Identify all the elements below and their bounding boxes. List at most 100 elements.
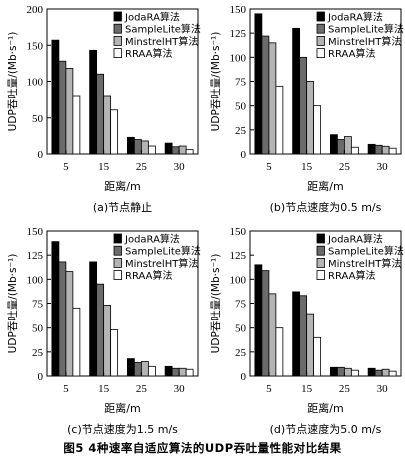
bar-samplelite-5 [58,261,67,377]
y-tick-label: 125 [230,28,247,40]
bar-samplelite-15 [299,295,308,377]
legend-label: JodaRA算法 [124,233,180,246]
y-tick-label: 100 [230,274,247,286]
legend-swatch [316,23,325,34]
bar-samplelite-5 [261,35,270,155]
bar-samplelite-25 [336,139,345,155]
bar-joda-5 [51,39,60,155]
bar-minstrel-30 [178,367,187,377]
y-tick-label: 75 [235,299,247,311]
bar-rraa-30 [388,147,397,155]
y-tick-label: 100 [230,52,247,64]
legend-label: MinstrelHT算法 [125,257,198,270]
y-tick-label: 50 [235,323,247,335]
bar-minstrel-30 [178,145,187,155]
legend-label: SampleLite算法 [328,245,404,258]
x-tick-label: 30 [174,383,186,395]
bar-joda-5 [254,264,263,377]
x-axis-label: 距离/m [307,401,343,415]
bar-minstrel-30 [381,368,390,377]
bar-minstrel-15 [306,313,315,377]
legend-label: SampleLite算法 [125,245,201,258]
legend-label: MinstrelHT算法 [328,257,401,270]
legend-swatch [316,245,325,256]
bar-joda-25 [126,358,135,377]
bar-rraa-30 [185,368,194,377]
bar-rraa-30 [388,370,397,377]
y-tick-label: 125 [27,250,44,262]
panel-caption: (d)节点速度为5.0 m/s [270,422,382,436]
legend-swatch [113,270,122,280]
legend-swatch [316,233,325,244]
bar-joda-30 [164,365,173,377]
bar-joda-30 [164,142,173,155]
bar-joda-25 [126,136,135,155]
bar-joda-15 [292,27,301,155]
panel-caption: (c)节点速度为1.5 m/s [67,422,178,436]
y-tick-label: 50 [235,101,247,113]
legend-swatch [316,258,325,268]
bar-joda-25 [329,134,338,155]
y-tick-label: 0 [38,371,44,383]
chart-panel-1: 0 25 50 75 100 125 150 UDP吞吐量/(Mb·s⁻¹) 5 15 25 30 Jo… [210,4,404,214]
x-tick-label: 5 [266,161,272,173]
x-tick-label: 30 [174,161,186,173]
bar-minstrel-25 [140,361,149,377]
y-axis-label: UDP吞吐量/(Mb·s⁻¹) [7,254,19,354]
x-tick-label: 25 [136,161,148,173]
x-tick-label: 5 [266,383,272,395]
bar-rraa-25 [350,369,359,377]
bar-samplelite-15 [299,56,308,155]
bar-rraa-5 [275,85,284,155]
legend-label: MinstrelHT算法 [328,35,401,48]
legend-label: JodaRA算法 [124,11,180,24]
bar-joda-15 [292,291,301,377]
bar-joda-30 [367,143,376,155]
legend-swatch [113,48,122,58]
y-tick-label: 200 [27,4,44,16]
y-tick-label: 25 [32,347,44,359]
bar-minstrel-5 [268,42,277,155]
chart-panel-3: 0 25 50 75 100 125 150 UDP吞吐量/(Mb·s⁻¹) 5 15 25 30 Jo… [210,226,404,436]
y-tick-label: 75 [235,77,247,89]
bar-minstrel-5 [268,293,277,377]
legend-swatch [316,36,325,46]
bar-minstrel-5 [65,68,74,155]
bar-rraa-30 [185,149,194,155]
bar-samplelite-30 [171,367,180,377]
y-tick-label: 150 [27,226,44,238]
bar-minstrel-25 [343,136,352,155]
x-tick-label: 30 [377,383,389,395]
legend-swatch [113,245,122,256]
y-tick-label: 0 [241,149,247,161]
bar-minstrel-30 [381,145,390,155]
bar-joda-5 [51,241,60,377]
bar-minstrel-15 [103,95,112,155]
legend-label: RRAA算法 [328,269,375,282]
bar-samplelite-5 [261,270,270,377]
bar-samplelite-25 [133,362,142,377]
bar-joda-25 [329,366,338,377]
bar-minstrel-25 [140,140,149,155]
y-tick-label: 0 [38,149,44,161]
legend-label: SampleLite算法 [125,23,201,36]
x-axis-label: 距离/m [104,401,140,415]
x-tick-label: 5 [63,383,69,395]
x-tick-label: 15 [301,383,313,395]
bar-rraa-5 [275,327,284,377]
x-tick-label: 25 [136,383,148,395]
legend-label: RRAA算法 [328,47,375,60]
bar-rraa-25 [147,365,156,377]
bar-rraa-15 [313,336,322,377]
chart-panel-0: 0 50 100 150 200 UDP吞吐量/(Mb·s⁻¹) 5 15 25 30 JodaRA… [7,4,201,214]
x-tick-label: 25 [339,161,351,173]
legend-swatch [316,48,325,58]
bar-rraa-15 [313,105,322,155]
y-tick-label: 150 [230,4,247,16]
bar-samplelite-30 [374,369,383,377]
bar-samplelite-15 [96,73,105,155]
